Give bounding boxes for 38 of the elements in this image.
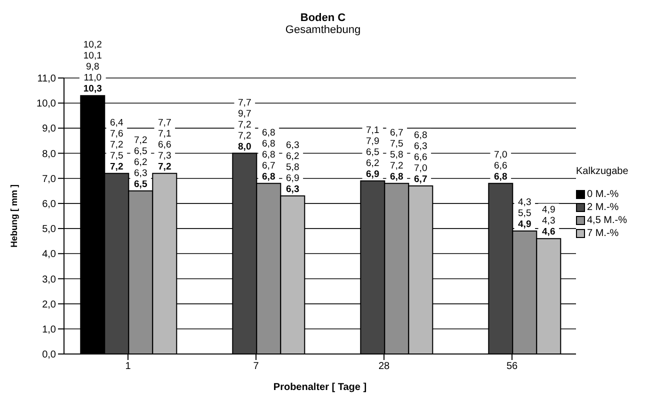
chart-title: Boden C — [299, 12, 347, 24]
y-tick-label: 0,0 — [42, 350, 56, 361]
legend-label: 7 M.-% — [587, 228, 619, 238]
data-label: 4,9 4,3 4,6 — [542, 204, 556, 238]
data-label: 6,8 6,3 6,6 7,0 6,7 — [414, 130, 428, 185]
data-label: 6,7 7,5 5,8 7,2 6,8 — [390, 127, 404, 182]
y-tick-label: 6,0 — [42, 199, 56, 210]
y-tick-label: 11,0 — [37, 74, 56, 85]
y-tick-label: 8,0 — [42, 148, 56, 160]
x-axis-title: Probenalter [ Tage ] — [273, 382, 367, 393]
data-label: 6,8 6,8 6,8 6,7 6,8 — [262, 127, 276, 182]
data-label: 10,2 10,1 9,8 11,0 10,3 — [83, 40, 102, 95]
x-tick-label: 28 — [378, 361, 390, 372]
y-tick-label: 3,0 — [42, 274, 56, 286]
data-label: 6,3 6,2 5,8 6,9 6,3 — [286, 140, 300, 195]
x-tick-label: 1 — [125, 361, 132, 372]
data-label: 6,4 7,6 7,2 7,5 7,2 — [110, 117, 124, 172]
data-label: 7,0 6,6 6,8 — [494, 149, 508, 182]
y-tick-label: 4,0 — [42, 249, 56, 260]
data-label: 7,7 9,7 7,2 7,2 8,0 — [238, 97, 252, 152]
data-label: 7,1 7,9 6,5 6,2 6,9 — [366, 124, 380, 180]
legend-title: Kalkzugabe — [576, 166, 630, 176]
y-tick-label: 7,0 — [42, 174, 56, 185]
legend-label: 2 M.-% — [587, 202, 619, 212]
y-tick-label: 1,0 — [42, 324, 56, 336]
legend-label: 4,5 M.-% — [587, 214, 628, 226]
legend-label: 0 M.-% — [587, 188, 619, 200]
y-tick-label: 9,0 — [42, 124, 56, 135]
chart-subtitle: Gesamthebung — [284, 24, 362, 36]
y-tick-label: 2,0 — [42, 299, 56, 310]
data-label: 4,3 5,5 4,9 — [518, 197, 532, 230]
x-tick-label: 7 — [253, 361, 260, 372]
y-tick-label: 5,0 — [42, 224, 56, 236]
data-label: 7,2 6,5 6,2 6,3 6,5 — [134, 134, 148, 190]
x-tick-label: 56 — [506, 361, 518, 372]
data-label: 7,7 7,1 6,6 7,3 7,2 — [158, 117, 172, 172]
y-axis-title: Hebung [ mm ] — [9, 184, 20, 248]
y-tick-label: 10,0 — [36, 98, 56, 110]
